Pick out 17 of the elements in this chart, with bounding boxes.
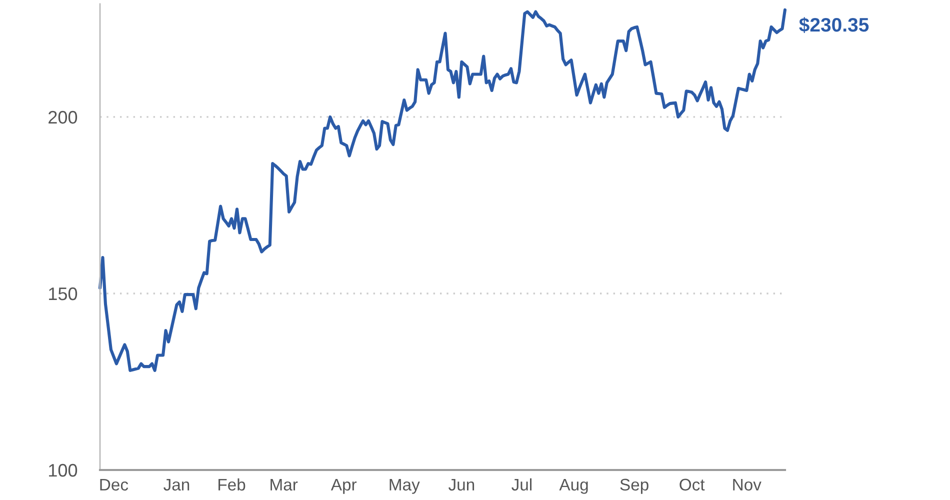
x-tick-label: Feb — [218, 478, 246, 491]
x-tick-label: Aug — [559, 478, 588, 494]
x-tick-label: Mar — [270, 478, 298, 491]
x-tick-label: Jan — [164, 478, 190, 491]
x-tick-label: Nov — [733, 478, 762, 491]
x-tick-label: Jun — [448, 478, 474, 491]
x-tick-label: Dec — [100, 478, 128, 491]
y-tick-label: 100 — [49, 464, 78, 477]
x-tick-label: Sep — [620, 478, 648, 494]
x-tick-label: Jul — [512, 478, 532, 491]
data-label: $230.35 — [799, 17, 869, 33]
y-tick-label: 200 — [48, 110, 78, 124]
x-tick-label: Apr — [330, 478, 357, 494]
y-tick-label: 150 — [49, 287, 78, 300]
x-tick-label: May — [390, 478, 420, 494]
x-tick-label: Oct — [680, 478, 705, 491]
line-series — [98, 8, 787, 372]
